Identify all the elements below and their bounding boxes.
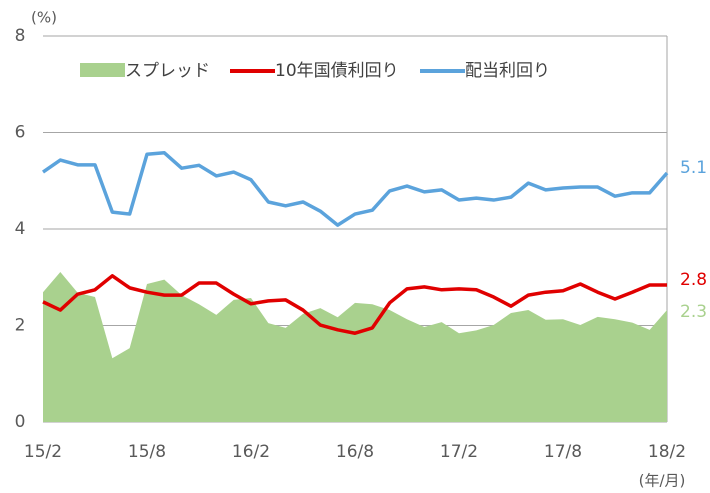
value-label: 5.1 (680, 158, 707, 178)
legend-label: スプレッド (125, 61, 210, 81)
legend-swatch (80, 63, 125, 77)
x-tick-label: 17/8 (544, 442, 582, 462)
legend-label: 10年国債利回り (275, 61, 399, 81)
x-tick-label: 17/2 (440, 442, 478, 462)
value-label: 2.3 (680, 302, 707, 322)
y-tick-label: 8 (15, 26, 26, 46)
legend-label: 配当利回り (465, 61, 550, 81)
series-line (42, 151, 669, 227)
legend-swatch (420, 69, 465, 73)
y-unit-label: (%) (31, 9, 57, 27)
x-tick-label: 18/2 (648, 442, 686, 462)
y-tick-label: 4 (15, 219, 26, 239)
x-tick-label: 16/8 (336, 442, 374, 462)
x-unit-label: (年/月) (639, 472, 686, 490)
y-tick-label: 0 (15, 412, 26, 432)
spread-area (43, 271, 667, 422)
series-line (42, 274, 667, 335)
y-tick-label: 2 (15, 316, 26, 336)
x-tick-label: 15/8 (128, 442, 166, 462)
x-tick-label: 15/2 (24, 442, 62, 462)
y-tick-label: 6 (15, 123, 26, 143)
x-tick-label: 16/2 (232, 442, 270, 462)
legend-swatch (230, 69, 275, 73)
value-label: 2.8 (680, 270, 707, 290)
